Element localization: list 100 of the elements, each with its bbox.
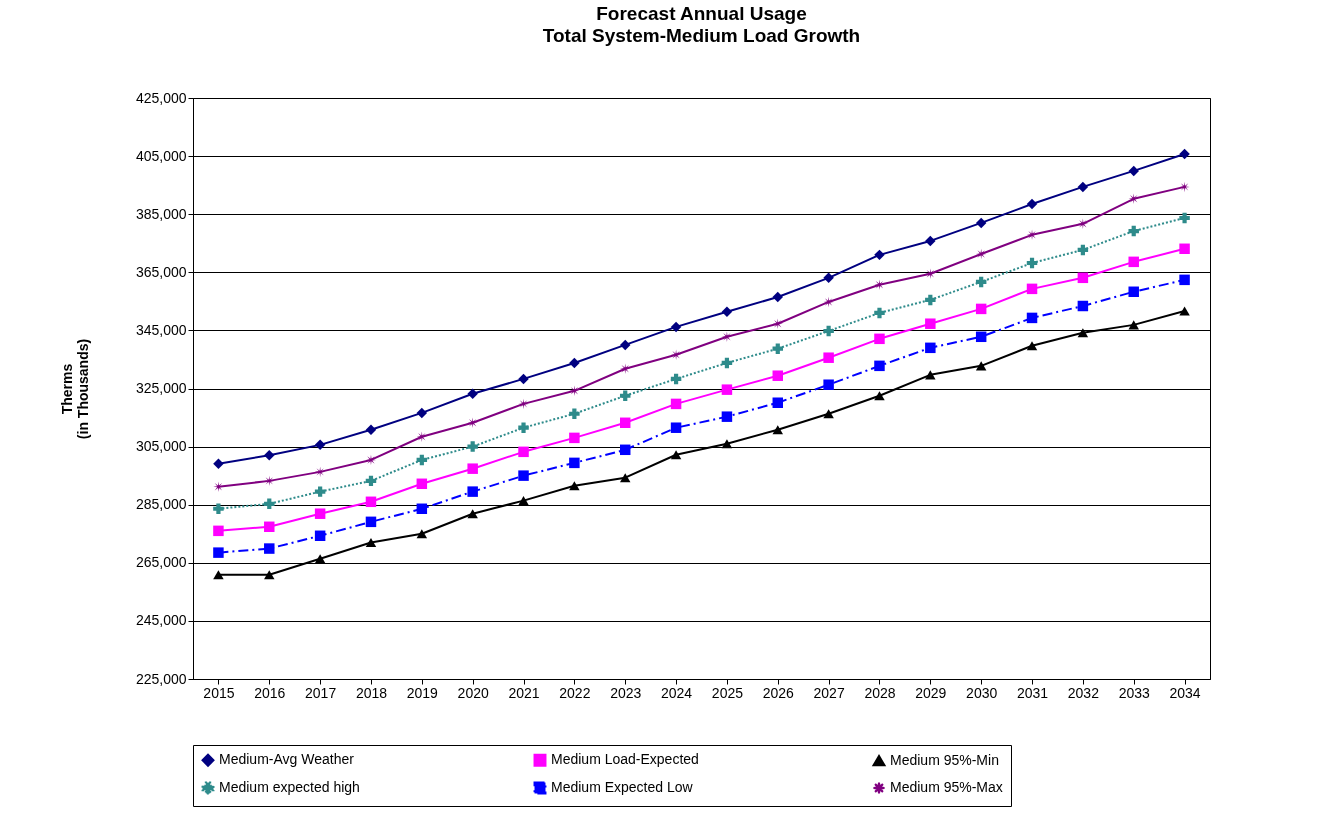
point — [772, 370, 784, 381]
point — [670, 422, 682, 433]
point — [518, 398, 529, 410]
point — [467, 463, 478, 474]
point — [264, 521, 275, 533]
point — [874, 249, 885, 261]
point — [569, 357, 580, 369]
point — [365, 496, 377, 508]
point — [569, 408, 580, 420]
point — [365, 424, 377, 435]
point — [1128, 193, 1139, 205]
point — [721, 439, 733, 449]
point — [772, 291, 784, 303]
x-tick-label: 2032 — [1067, 684, 1100, 701]
point — [772, 397, 784, 408]
point — [569, 385, 580, 397]
x-tick-label: 2019 — [406, 684, 439, 701]
x-tick-label: 2033 — [1118, 684, 1151, 701]
y-tick-label: 265,000 — [135, 554, 187, 571]
point — [1179, 212, 1190, 224]
point — [670, 373, 682, 385]
point — [1179, 274, 1190, 286]
point — [975, 361, 987, 371]
y-tick-label: 225,000 — [135, 670, 187, 687]
point — [213, 458, 224, 469]
x-tick-label: 2022 — [559, 684, 591, 701]
point — [925, 370, 936, 380]
point — [619, 417, 631, 429]
point — [721, 306, 733, 318]
point — [823, 325, 834, 337]
point — [467, 388, 478, 399]
point — [1026, 341, 1038, 351]
point — [1026, 198, 1038, 210]
point — [365, 537, 377, 548]
point — [518, 446, 529, 458]
point — [264, 570, 275, 580]
point — [518, 470, 529, 481]
point — [518, 496, 529, 506]
point — [416, 529, 428, 539]
point — [1026, 283, 1038, 295]
x-tick-label: 2034 — [1169, 684, 1201, 701]
point — [467, 486, 478, 497]
y-tick-label: 245,000 — [135, 612, 187, 629]
point — [1179, 243, 1190, 255]
point — [314, 486, 326, 497]
point — [416, 478, 428, 490]
x-tick-label: 2027 — [813, 684, 845, 701]
point — [975, 331, 987, 343]
point — [1179, 306, 1190, 316]
point — [213, 547, 224, 558]
point — [416, 503, 428, 515]
point — [772, 425, 784, 435]
point — [721, 384, 733, 395]
point — [416, 454, 428, 466]
y-axis-title: Therms (in Thousands) — [58, 338, 91, 440]
point — [1026, 257, 1038, 269]
y-tick-label: 425,000 — [135, 89, 187, 106]
y-tick-label: 365,000 — [135, 263, 187, 280]
point — [975, 276, 987, 288]
legend-label: Medium-Avg Weather — [219, 751, 355, 768]
point — [823, 272, 834, 284]
y-tick-label: 345,000 — [135, 321, 187, 338]
point — [1128, 256, 1139, 268]
point — [314, 554, 326, 564]
legend-label: Medium expected high — [219, 779, 360, 795]
point — [416, 407, 428, 419]
point — [467, 509, 478, 519]
point — [823, 409, 834, 419]
point — [1179, 148, 1190, 160]
point — [467, 417, 478, 429]
point — [823, 379, 834, 390]
x-tick-label: 2015 — [203, 684, 235, 701]
point — [569, 457, 580, 469]
point — [1128, 286, 1139, 298]
point — [1077, 244, 1089, 256]
point — [213, 525, 224, 537]
point — [619, 444, 631, 456]
point — [670, 398, 682, 410]
point — [1077, 328, 1089, 338]
point — [975, 303, 987, 315]
point — [874, 333, 885, 345]
point — [619, 339, 631, 351]
point — [1077, 300, 1089, 312]
point — [1128, 225, 1139, 237]
x-tick-label: 2020 — [457, 684, 489, 701]
point — [925, 235, 936, 247]
point — [213, 503, 224, 515]
x-tick-label: 2026 — [762, 684, 795, 701]
point — [365, 516, 377, 528]
x-tick-label: 2030 — [966, 684, 998, 701]
point — [772, 318, 784, 329]
x-tick-label: 2025 — [711, 684, 744, 701]
legend-label: Medium 95%-Max — [890, 779, 1003, 795]
point — [721, 411, 733, 422]
chart-title: Forecast Annual Usage — [596, 3, 807, 24]
point — [569, 432, 580, 444]
point — [823, 352, 834, 363]
legend-label: Medium Load-Expected — [551, 751, 699, 768]
point — [619, 363, 631, 374]
y-tick-label: 385,000 — [135, 205, 187, 222]
